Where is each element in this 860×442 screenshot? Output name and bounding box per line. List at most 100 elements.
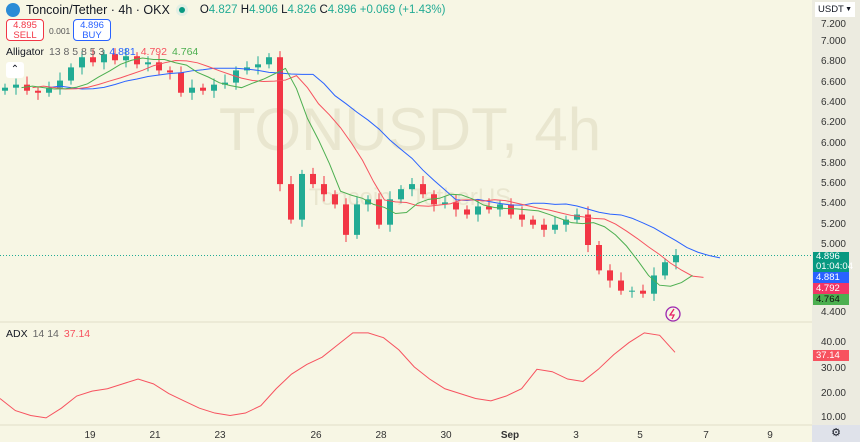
- sell-button[interactable]: 4.895 SELL: [6, 19, 44, 41]
- time-tick: 7: [703, 430, 709, 441]
- alligator-teeth-line: [32, 60, 704, 278]
- candle: [79, 51, 85, 75]
- spread-value: 0.001: [49, 26, 71, 36]
- price-tick: 6.800: [820, 56, 846, 68]
- candle: [321, 175, 327, 202]
- symbol-title[interactable]: Toncoin/Tether · 4h · OKX: [26, 3, 170, 17]
- time-tick: 19: [84, 430, 96, 441]
- candle: [585, 206, 591, 253]
- candle: [200, 83, 206, 95]
- currency-select[interactable]: USDT ▼: [815, 2, 855, 17]
- watermark-symbol: TONUSDT, 4h: [219, 96, 601, 163]
- candle: [431, 190, 437, 212]
- adx-legend[interactable]: ADX 14 14 37.14: [6, 328, 91, 340]
- candle: [607, 264, 613, 288]
- candle: [189, 79, 195, 100]
- alligator-lines: [21, 57, 721, 287]
- candle: [13, 78, 19, 95]
- price-tick: 6.000: [820, 137, 846, 149]
- adx-tick: 30.00: [820, 363, 846, 375]
- candle: [310, 167, 316, 189]
- market-status-icon[interactable]: [175, 4, 188, 16]
- candle: [343, 198, 349, 242]
- candle: [629, 286, 635, 298]
- price-tick: 6.200: [820, 117, 846, 129]
- candle: [299, 169, 305, 227]
- adx-pane: [0, 332, 676, 419]
- collapse-legend-button[interactable]: ⌃: [6, 62, 24, 78]
- candle: [596, 240, 602, 275]
- candle: [46, 81, 52, 97]
- time-tick: 21: [149, 430, 161, 441]
- adx-tick: 40.00: [820, 337, 846, 348]
- price-tick: 6.600: [820, 76, 846, 88]
- candle: [640, 284, 646, 298]
- candle: [541, 218, 547, 237]
- time-tick: 3: [573, 430, 579, 441]
- alligator-legend[interactable]: Alligator 13 8 5 8 5 3 4.881 4.792 4.764: [6, 46, 199, 58]
- settings-gear-icon[interactable]: ⚙: [812, 425, 860, 442]
- candle: [618, 272, 624, 295]
- candle: [266, 53, 272, 69]
- candle: [552, 216, 558, 234]
- candle: [123, 48, 129, 68]
- price-tick: 5.400: [820, 198, 846, 210]
- price-tick: 7.200: [820, 19, 846, 30]
- candle: [420, 175, 426, 199]
- price-tick: 5.600: [820, 178, 846, 190]
- adx-value-tag: 37.14: [813, 350, 849, 361]
- candle: [24, 76, 30, 95]
- jaw-price-tag: 4.881: [813, 272, 849, 283]
- price-tick: 4.400: [820, 307, 846, 318]
- candle: [57, 72, 63, 95]
- candle: [178, 66, 184, 97]
- price-tick: 5.000: [820, 239, 846, 250]
- toncoin-logo-icon: [6, 3, 20, 17]
- time-tick: 9: [767, 430, 773, 441]
- adx-line: [0, 332, 676, 419]
- candle: [662, 258, 668, 280]
- time-tick: 5: [637, 430, 643, 441]
- alligator-lips-line: [21, 57, 693, 287]
- time-tick: 26: [310, 430, 322, 441]
- candle: [651, 267, 657, 301]
- candle: [453, 194, 459, 217]
- candle: [222, 74, 228, 89]
- candle: [409, 178, 415, 197]
- chevron-down-icon: ▼: [845, 6, 852, 13]
- candle: [673, 249, 679, 270]
- candle: [244, 61, 250, 75]
- time-tick: 30: [440, 430, 452, 441]
- teeth-price-tag: 4.792: [813, 283, 849, 294]
- adx-tick: 10.00: [820, 411, 846, 423]
- alligator-jaw-line: [48, 67, 721, 259]
- candle: [2, 83, 8, 95]
- symbol-header: Toncoin/Tether · 4h · OKX O4.827 H4.906 …: [6, 3, 445, 17]
- time-tick: Sep: [500, 430, 520, 441]
- candle: [112, 48, 118, 65]
- candles: [0, 48, 812, 301]
- adx-tick: 20.00: [820, 387, 846, 399]
- ohlc-values: O4.827 H4.906 L4.826 C4.896 +0.069 (+1.4…: [199, 4, 446, 16]
- price-tick: 5.200: [820, 218, 846, 230]
- candle: [288, 175, 294, 224]
- buy-button[interactable]: 4.896 BUY: [73, 19, 111, 41]
- candle: [35, 86, 41, 100]
- candle: [376, 193, 382, 229]
- lips-price-tag: 4.764: [813, 294, 849, 305]
- time-tick: 28: [375, 430, 387, 441]
- candle: [68, 63, 74, 85]
- candle: [211, 78, 217, 98]
- price-tick: 6.400: [820, 96, 846, 108]
- candle: [530, 215, 536, 229]
- candle: [354, 196, 360, 239]
- lightning-icon[interactable]: [665, 306, 681, 322]
- price-tick: 5.800: [820, 157, 846, 169]
- candle: [464, 205, 470, 219]
- last-price-tag: 4.896 01:04:04: [813, 252, 853, 272]
- candle: [475, 200, 481, 222]
- candle: [277, 51, 283, 192]
- time-tick: 23: [214, 430, 226, 441]
- candle: [387, 191, 393, 232]
